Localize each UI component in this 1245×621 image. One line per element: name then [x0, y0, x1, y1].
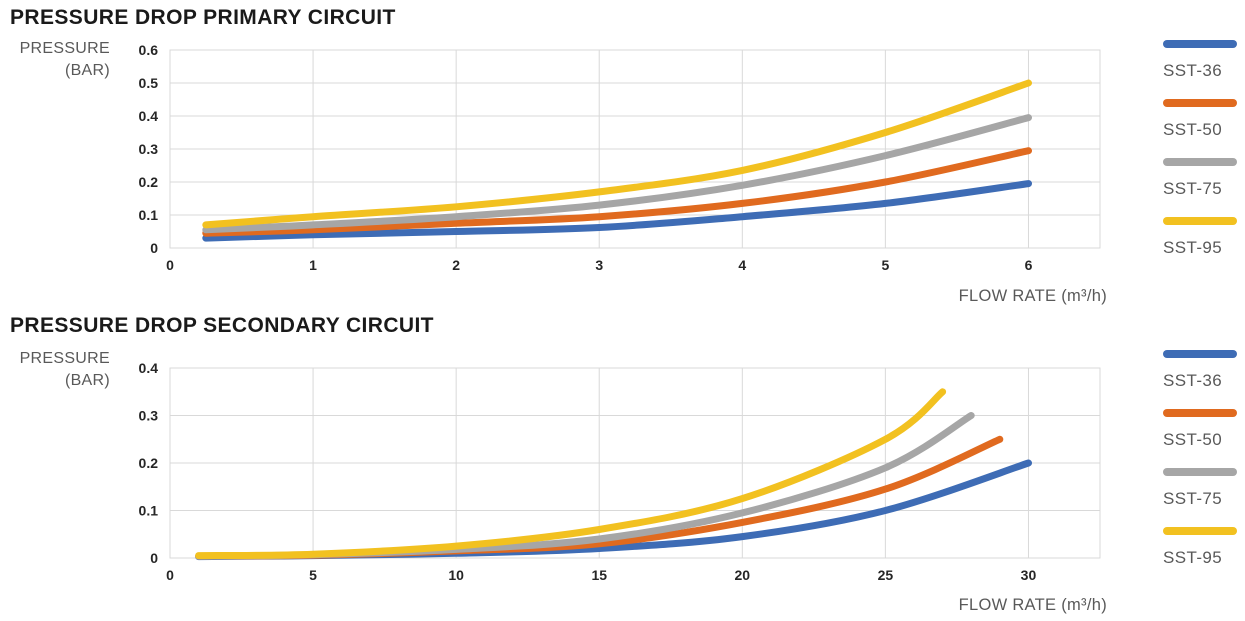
x-tick-label: 6	[1025, 257, 1033, 273]
x-tick-label: 4	[738, 257, 746, 273]
primary-chart-title: PRESSURE DROP PRIMARY CIRCUIT	[10, 6, 396, 29]
legend-label-sst75: SST-75	[1163, 489, 1223, 508]
primary-y-axis-label-line1: PRESSURE	[19, 40, 110, 57]
series-line-sst-95	[202, 79, 1032, 229]
x-tick-label: 0	[166, 257, 174, 273]
secondary-chart-title: PRESSURE DROP SECONDARY CIRCUIT	[10, 314, 434, 337]
legend-label-sst95: SST-95	[1163, 238, 1223, 257]
legend-label-sst75: SST-75	[1163, 179, 1223, 198]
series-line-sst-75	[202, 114, 1032, 234]
y-tick-label: 0	[150, 550, 158, 566]
legend-label-sst95: SST-95	[1163, 548, 1223, 567]
secondary-y-axis-label-line2: (BAR)	[64, 371, 110, 389]
legend-item-sst95: SST-95	[1163, 217, 1243, 258]
y-tick-label: 0.1	[139, 502, 159, 518]
tick-labels: 0 0.1 0.2 0.3 0.4 0 5 10 15 20 25 30	[139, 360, 1037, 583]
x-tick-label: 0	[166, 567, 174, 583]
primary-y-axis-label: PRESSURE (BAR)	[6, 38, 110, 81]
sst36-line-swatch-icon	[1163, 40, 1237, 48]
y-tick-label: 0.5	[139, 75, 159, 91]
x-tick-label: 20	[735, 567, 751, 583]
series-line-sst-50	[202, 147, 1032, 237]
primary-chart-plot: 0 0.1 0.2 0.3 0.4 0.5 0.6 0 1 2 3 4 5 6	[139, 42, 1101, 273]
x-tick-label: 25	[878, 567, 894, 583]
legend-item-sst95: SST-95	[1163, 527, 1243, 568]
y-tick-label: 0.4	[139, 360, 159, 376]
legend-item-sst36: SST-36	[1163, 350, 1243, 391]
legend-item-sst75: SST-75	[1163, 158, 1243, 199]
sst75-line-swatch-icon	[1163, 468, 1237, 476]
y-tick-label: 0.3	[139, 407, 159, 423]
legend-item-sst36: SST-36	[1163, 40, 1243, 81]
x-tick-label: 5	[881, 257, 889, 273]
series-line-sst-95	[195, 388, 947, 560]
legend-label-sst50: SST-50	[1163, 120, 1223, 139]
legend-label-sst36: SST-36	[1163, 371, 1223, 390]
y-tick-label: 0.1	[139, 207, 159, 223]
secondary-y-axis-label: PRESSURE (BAR)	[6, 348, 110, 391]
tick-labels: 0 0.1 0.2 0.3 0.4 0.5 0.6 0 1 2 3 4 5 6	[139, 42, 1033, 273]
gridlines	[169, 367, 1101, 559]
legend-item-sst50: SST-50	[1163, 409, 1243, 450]
x-tick-label: 5	[309, 567, 317, 583]
legend-item-sst50: SST-50	[1163, 99, 1243, 140]
y-tick-label: 0.2	[139, 455, 159, 471]
sst50-line-swatch-icon	[1163, 409, 1237, 417]
y-tick-label: 0.3	[139, 141, 159, 157]
y-tick-label: 0.2	[139, 174, 159, 190]
x-tick-label: 3	[595, 257, 603, 273]
x-tick-label: 15	[591, 567, 607, 583]
primary-y-axis-label-line2: (BAR)	[64, 61, 110, 79]
x-tick-label: 10	[448, 567, 464, 583]
y-tick-label: 0	[150, 240, 158, 256]
sst95-line-swatch-icon	[1163, 527, 1237, 535]
sst75-line-swatch-icon	[1163, 158, 1237, 166]
sst50-line-swatch-icon	[1163, 99, 1237, 107]
x-tick-label: 30	[1021, 567, 1037, 583]
primary-chart-legend: SST-36 SST-50 SST-75 SST-95	[1163, 40, 1243, 276]
primary-x-axis-label: FLOW RATE (m³/h)	[958, 287, 1107, 305]
sst95-line-swatch-icon	[1163, 217, 1237, 225]
x-tick-label: 2	[452, 257, 460, 273]
sst36-line-swatch-icon	[1163, 350, 1237, 358]
y-tick-label: 0.6	[139, 42, 159, 58]
secondary-chart-plot: 0 0.1 0.2 0.3 0.4 0 5 10 15 20 25 30	[139, 360, 1101, 583]
secondary-x-axis-label: FLOW RATE (m³/h)	[958, 596, 1107, 614]
legend-label-sst36: SST-36	[1163, 61, 1223, 80]
secondary-chart-legend: SST-36 SST-50 SST-75 SST-95	[1163, 350, 1243, 586]
series-line-sst-36	[202, 180, 1032, 242]
y-tick-label: 0.4	[139, 108, 159, 124]
x-tick-label: 1	[309, 257, 317, 273]
legend-item-sst75: SST-75	[1163, 468, 1243, 509]
secondary-y-axis-label-line1: PRESSURE	[19, 350, 110, 367]
legend-label-sst50: SST-50	[1163, 430, 1223, 449]
